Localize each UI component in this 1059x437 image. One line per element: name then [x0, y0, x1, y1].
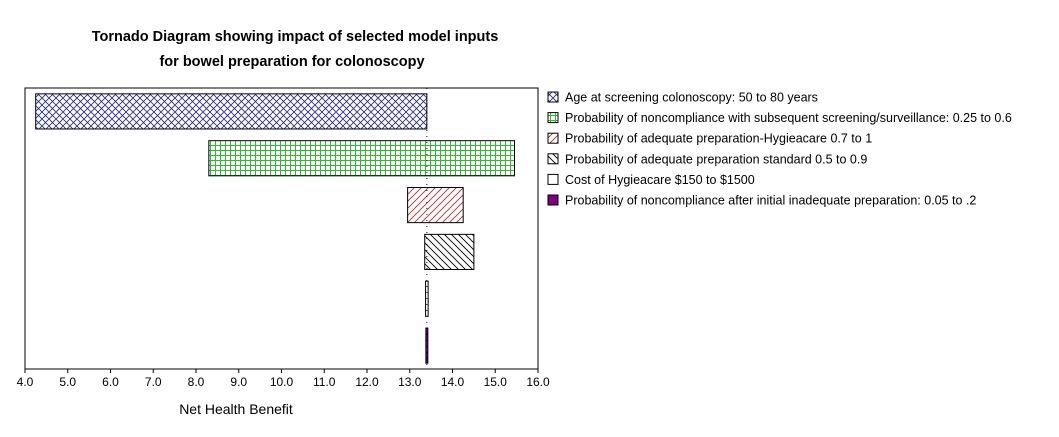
- x-tick-label: 15.0: [484, 375, 508, 389]
- x-tick-label: 5.0: [59, 375, 76, 389]
- x-tick-label: 9.0: [230, 375, 247, 389]
- x-tick-label: 8.0: [188, 375, 205, 389]
- x-axis-ticks: 4.0 5.0 6.0 7.0 8.0 9.0 10.0 11.0 12.0 13.0 14.0 15…: [17, 369, 550, 389]
- x-tick-label: 14.0: [441, 375, 465, 389]
- legend-swatch: [547, 173, 559, 185]
- x-axis-label: Net Health Benefit: [179, 401, 293, 417]
- tornado-bar: [407, 187, 464, 224]
- legend-swatch: [547, 132, 559, 144]
- legend-entry: Probability of noncompliance with subseq…: [565, 111, 1012, 125]
- legend-swatch: [547, 91, 559, 103]
- legend-entry: Probability of adequate preparation-Hygi…: [565, 132, 872, 146]
- x-tick-label: 13.0: [398, 375, 422, 389]
- legend-swatch: [547, 194, 559, 206]
- tornado-bar: [425, 327, 429, 364]
- tornado-bar: [424, 233, 475, 270]
- chart-title-line-2: for bowel preparation for colonoscopy: [159, 54, 424, 70]
- x-tick-label: 12.0: [355, 375, 379, 389]
- legend-entry: Age at screening colonoscopy: 50 to 80 y…: [565, 91, 818, 105]
- legend-entry: Probability of noncompliance after initi…: [565, 194, 976, 208]
- x-tick-label: 4.0: [17, 375, 34, 389]
- x-tick-label: 16.0: [526, 375, 550, 389]
- x-tick-label: 10.0: [270, 375, 294, 389]
- tornado-bar: [208, 140, 515, 177]
- plot-area: [24, 87, 539, 370]
- legend-swatch: [547, 153, 559, 165]
- x-tick-label: 6.0: [102, 375, 119, 389]
- bars-layer: [35, 88, 515, 369]
- legend: Age at screening colonoscopy: 50 to 80 y…: [547, 91, 1012, 208]
- tornado-bar: [35, 93, 428, 130]
- chart-title-line-1: Tornado Diagram showing impact of select…: [92, 29, 499, 45]
- legend-swatch: [547, 112, 559, 124]
- x-tick-label: 7.0: [145, 375, 162, 389]
- legend-entry: Cost of Hygieacare $150 to $1500: [565, 173, 755, 187]
- x-tick-label: 11.0: [313, 375, 336, 389]
- legend-entry: Probability of adequate preparation stan…: [565, 152, 867, 166]
